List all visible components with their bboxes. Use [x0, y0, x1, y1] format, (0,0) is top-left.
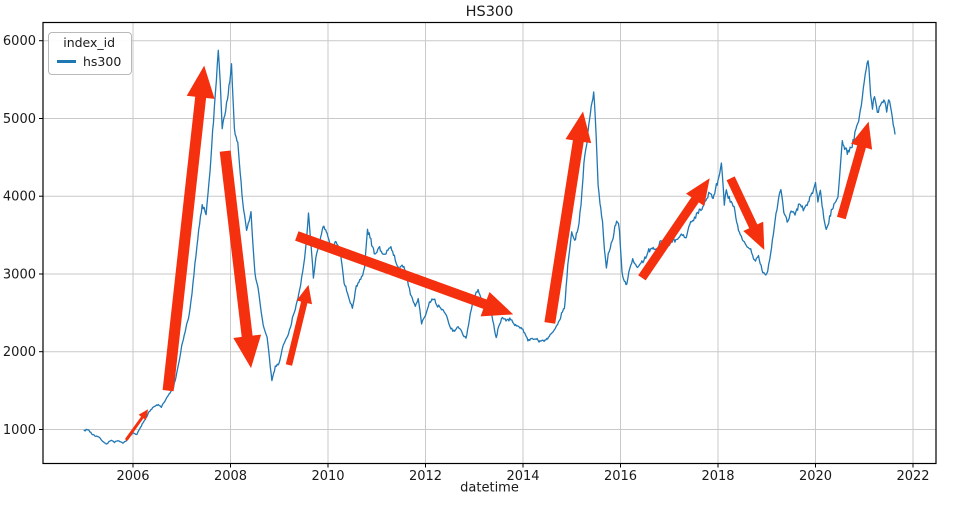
- x-tick-label: 2008: [214, 469, 247, 484]
- y-tick-label: 2000: [3, 345, 36, 360]
- x-tick-label: 2022: [896, 469, 929, 484]
- trend-arrow: [837, 121, 873, 220]
- trend-arrow: [726, 176, 765, 250]
- axis-ticks: 2006 2008 2010 2012 2014 2016 2018 2020 2022 1000…: [3, 34, 930, 484]
- gridlines: [43, 22, 936, 464]
- trend-arrow: [124, 409, 149, 441]
- legend-entry-label: hs300: [83, 53, 122, 69]
- x-tick-label: 2010: [311, 469, 344, 484]
- chart-title: HS300: [466, 4, 514, 20]
- x-tick-label: 2006: [116, 469, 149, 484]
- y-tick-label: 5000: [3, 112, 36, 127]
- x-tick-label: 2018: [701, 469, 734, 484]
- series-line-hs300: [83, 49, 896, 445]
- y-tick-label: 4000: [3, 190, 36, 205]
- y-tick-label: 3000: [3, 268, 36, 283]
- legend-entry-hs300: hs300: [57, 54, 121, 70]
- x-tick-label: 2020: [799, 469, 832, 484]
- x-tick-label: 2016: [604, 469, 637, 484]
- trend-arrows: [124, 65, 873, 441]
- legend-title: index_id: [63, 35, 116, 50]
- plot-frame: [42, 21, 937, 465]
- legend-line-sample: [57, 60, 76, 63]
- y-tick-label: 1000: [3, 423, 36, 438]
- trend-arrow: [544, 111, 592, 324]
- x-axis-label: datetime: [460, 481, 519, 496]
- trend-arrow: [285, 284, 312, 366]
- x-tick-label: 2014: [506, 469, 539, 484]
- x-tick-label: 2012: [409, 469, 442, 484]
- trend-arrow: [295, 231, 514, 317]
- line-series-hs300: [83, 49, 896, 445]
- trend-arrow: [638, 178, 710, 281]
- y-tick-label: 6000: [3, 34, 36, 49]
- trend-arrow: [219, 150, 262, 369]
- legend-box: index_id hs300: [48, 32, 133, 76]
- axes-spines: [42, 21, 937, 465]
- trend-arrow: [162, 65, 215, 392]
